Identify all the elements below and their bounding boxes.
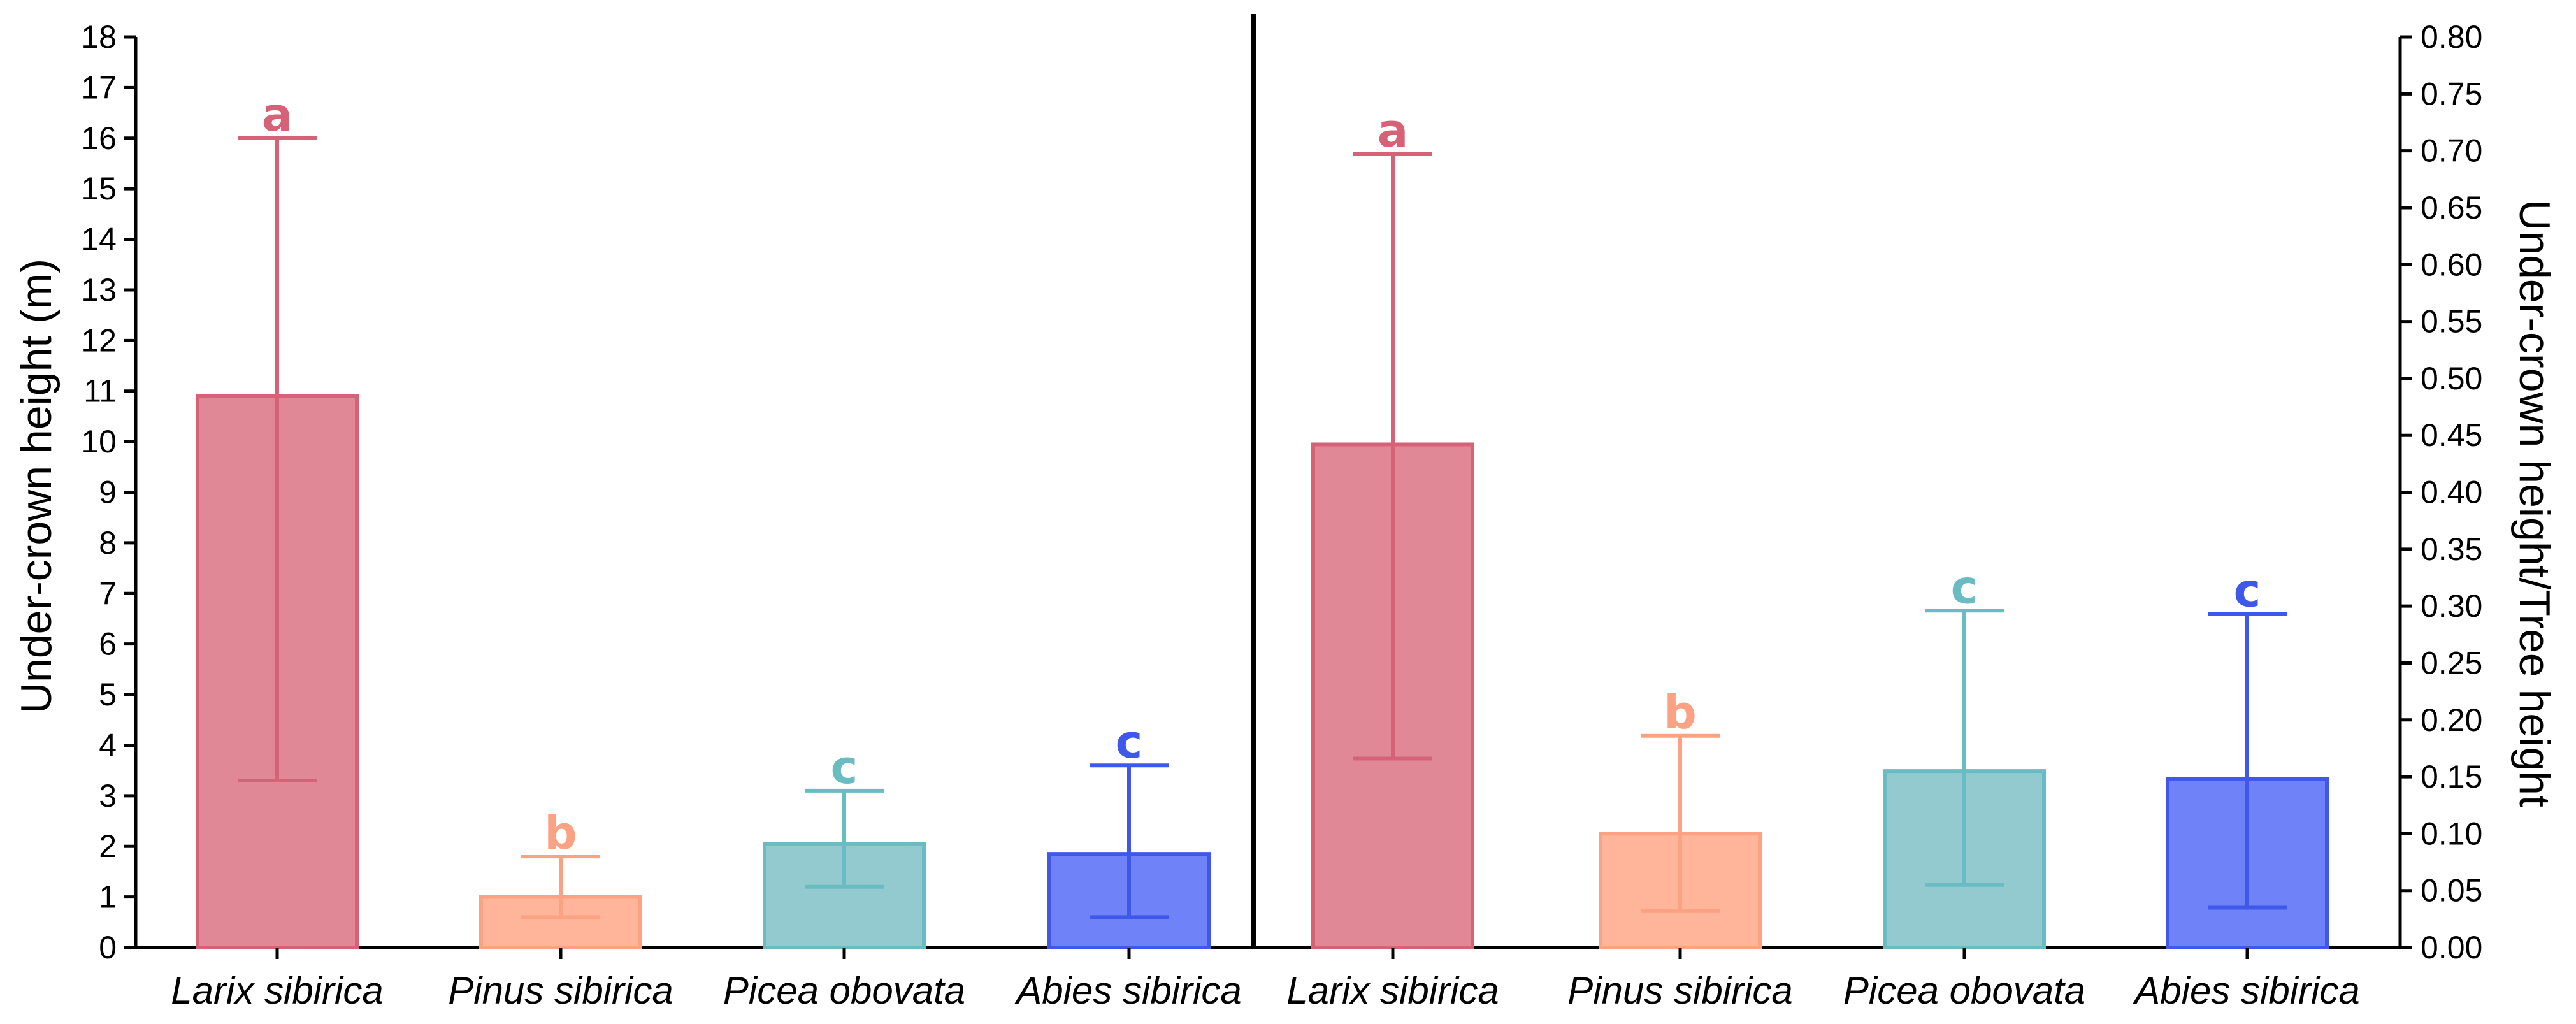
y-tick-label-right: 0.70 <box>2421 133 2482 169</box>
right-y-axis-title: Under-crown height/Tree height <box>2510 199 2559 807</box>
y-tick-label-right: 0.00 <box>2421 930 2482 965</box>
x-category-label: Larix sibirica <box>171 969 383 1012</box>
y-tick-label-right: 0.05 <box>2421 873 2482 909</box>
y-tick-label-left: 16 <box>81 120 117 156</box>
significance-label: c <box>831 740 858 794</box>
y-tick-label-left: 1 <box>99 879 117 915</box>
y-tick-label-left: 4 <box>99 727 117 763</box>
significance-label: a <box>262 88 293 141</box>
significance-label: b <box>544 806 577 860</box>
y-tick-label-right: 0.40 <box>2421 475 2482 510</box>
y-tick-label-left: 11 <box>83 373 117 409</box>
left-y-axis-title: Under-crown height (m) <box>12 259 61 714</box>
y-tick-label-right: 0.75 <box>2421 76 2482 112</box>
significance-label: c <box>2234 564 2261 617</box>
significance-label: b <box>1664 686 1697 739</box>
y-tick-label-left: 9 <box>99 475 117 510</box>
y-tick-label-right: 0.80 <box>2421 19 2482 55</box>
y-tick-label-left: 13 <box>81 272 117 308</box>
y-tick-label-left: 3 <box>99 778 117 814</box>
y-tick-label-right: 0.55 <box>2421 304 2482 340</box>
y-tick-label-left: 10 <box>81 424 117 459</box>
x-category-label: Picea obovata <box>723 969 965 1012</box>
x-category-label: Abies sibirica <box>2133 969 2359 1012</box>
y-tick-label-right: 0.65 <box>2421 190 2482 226</box>
y-tick-label-left: 8 <box>99 525 117 561</box>
significance-label: c <box>1116 715 1143 768</box>
y-tick-label-left: 15 <box>81 171 117 206</box>
significance-label: c <box>1951 560 1978 614</box>
y-tick-label-left: 18 <box>81 19 117 55</box>
significance-label: a <box>1378 104 1409 157</box>
y-tick-label-right: 0.10 <box>2421 816 2482 851</box>
x-category-label: Abies sibirica <box>1014 969 1241 1012</box>
y-tick-label-left: 0 <box>99 930 117 965</box>
y-tick-label-left: 5 <box>99 677 117 712</box>
y-tick-label-right: 0.30 <box>2421 588 2482 624</box>
x-category-label: Pinus sibirica <box>448 969 673 1012</box>
x-category-label: Picea obovata <box>1843 969 2085 1012</box>
y-tick-label-left: 7 <box>99 575 117 611</box>
y-tick-label-right: 0.35 <box>2421 531 2482 567</box>
y-tick-label-right: 0.50 <box>2421 361 2482 396</box>
y-tick-label-left: 14 <box>81 222 117 257</box>
y-tick-label-left: 17 <box>81 69 117 105</box>
x-category-label: Pinus sibirica <box>1567 969 1792 1012</box>
y-tick-label-right: 0.25 <box>2421 645 2482 681</box>
x-category-label: Larix sibirica <box>1286 969 1499 1012</box>
y-tick-label-left: 2 <box>99 828 117 864</box>
y-tick-label-left: 12 <box>81 322 117 358</box>
y-tick-label-left: 6 <box>99 626 117 662</box>
y-tick-label-right: 0.20 <box>2421 702 2482 738</box>
y-tick-label-right: 0.60 <box>2421 247 2482 282</box>
y-tick-label-right: 0.15 <box>2421 759 2482 795</box>
y-tick-label-right: 0.45 <box>2421 417 2482 453</box>
